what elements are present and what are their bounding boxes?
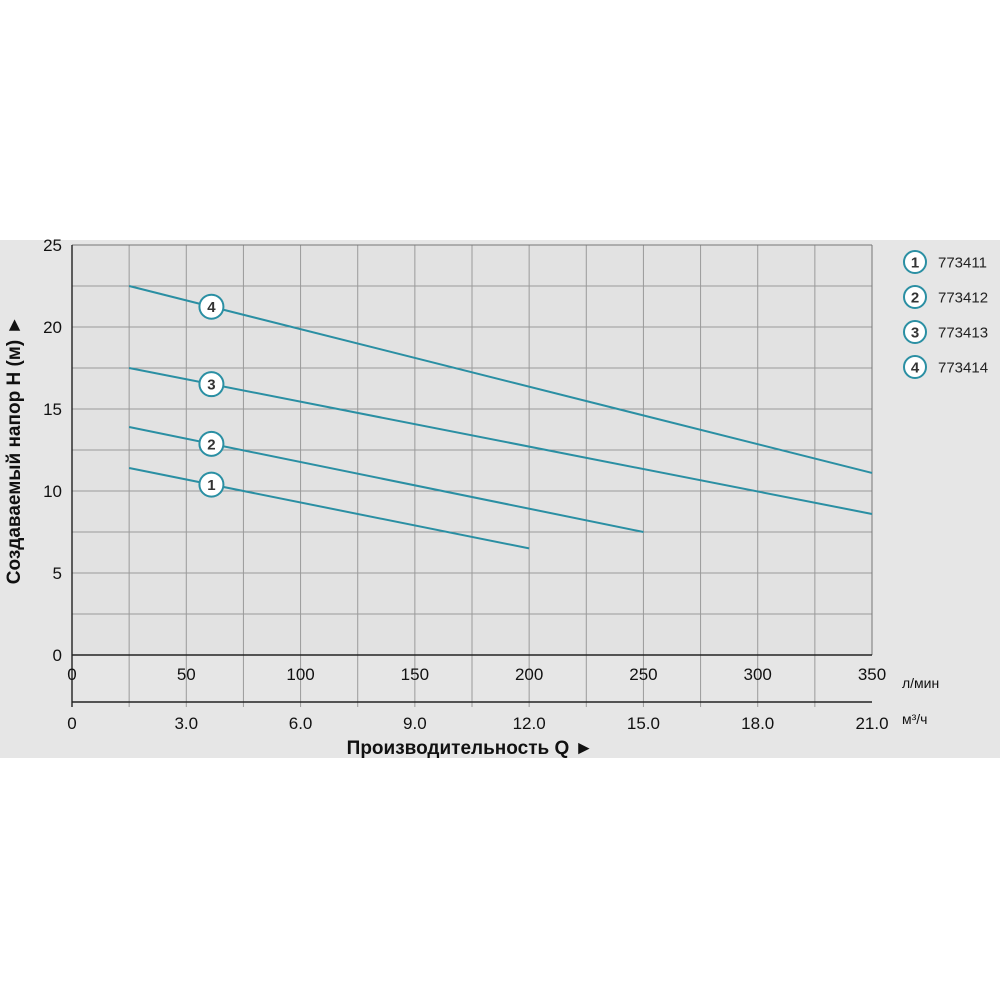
series-line-1 (128, 467, 530, 550)
x-tick-label: 0 (67, 665, 76, 684)
legend-marker-2 (903, 285, 927, 309)
y-tick-label: 20 (43, 318, 62, 337)
legend-entry-4: 773414 (938, 360, 988, 377)
series-marker-3 (198, 371, 225, 398)
legend-marker-label-1: 1 (911, 255, 919, 272)
y-tick-label: 0 (53, 646, 62, 665)
series-lines (128, 285, 873, 550)
legend-marker-1 (903, 250, 927, 274)
x-unit-secondary: м³/ч (902, 711, 927, 727)
y-axis-title: Создаваемый напор H (м) ► (4, 316, 25, 585)
series-marker-label-4: 4 (207, 299, 216, 316)
secondary-x-tick-label: 12.0 (513, 714, 546, 733)
legend-entry-2: 773412 (938, 290, 988, 307)
series-marker-label-2: 2 (207, 436, 215, 453)
x-axis-title: Производительность Q ► (347, 738, 594, 759)
y-tick-label: 25 (43, 236, 62, 255)
secondary-x-tick-label: 6.0 (289, 714, 313, 733)
secondary-x-tick-label: 15.0 (627, 714, 660, 733)
secondary-x-tick-label: 0 (67, 714, 76, 733)
axes (71, 244, 873, 707)
series-marker-1 (198, 471, 225, 498)
secondary-x-tick-label: 18.0 (741, 714, 774, 733)
legend-marker-3 (903, 320, 927, 344)
x-tick-label: 50 (177, 665, 196, 684)
series-line-3 (128, 367, 873, 515)
legend-marker-label-3: 3 (911, 325, 919, 342)
secondary-x-tick-label: 21.0 (855, 714, 888, 733)
x-tick-label: 250 (629, 665, 657, 684)
legend-entry-1: 773411 (938, 255, 987, 272)
series-marker-label-1: 1 (207, 477, 215, 494)
x-tick-label: 200 (515, 665, 543, 684)
legend: 1 773411 2 773412 3 773413 4 773414 (903, 250, 988, 379)
secondary-x-tick-label: 3.0 (174, 714, 198, 733)
series-marker-4 (198, 293, 225, 320)
secondary-x-tick-label: 9.0 (403, 714, 427, 733)
series-markers: 1 2 3 4 (198, 293, 225, 498)
legend-marker-label-2: 2 (911, 290, 919, 307)
series-line-4 (128, 285, 873, 474)
legend-marker-label-4: 4 (911, 360, 920, 377)
y-tick-label: 15 (43, 400, 62, 419)
x-tick-label: 300 (744, 665, 772, 684)
y-tick-label: 5 (53, 564, 62, 583)
x-unit-primary: л/мин (902, 675, 939, 691)
x-tick-label: 350 (858, 665, 886, 684)
series-marker-label-3: 3 (207, 377, 215, 394)
legend-entry-3: 773413 (938, 325, 988, 342)
series-marker-2 (198, 430, 225, 457)
legend-marker-4 (903, 355, 927, 379)
y-tick-label: 10 (43, 482, 62, 501)
grid (72, 245, 872, 707)
x-tick-label: 100 (286, 665, 314, 684)
x-tick-label: 150 (401, 665, 429, 684)
